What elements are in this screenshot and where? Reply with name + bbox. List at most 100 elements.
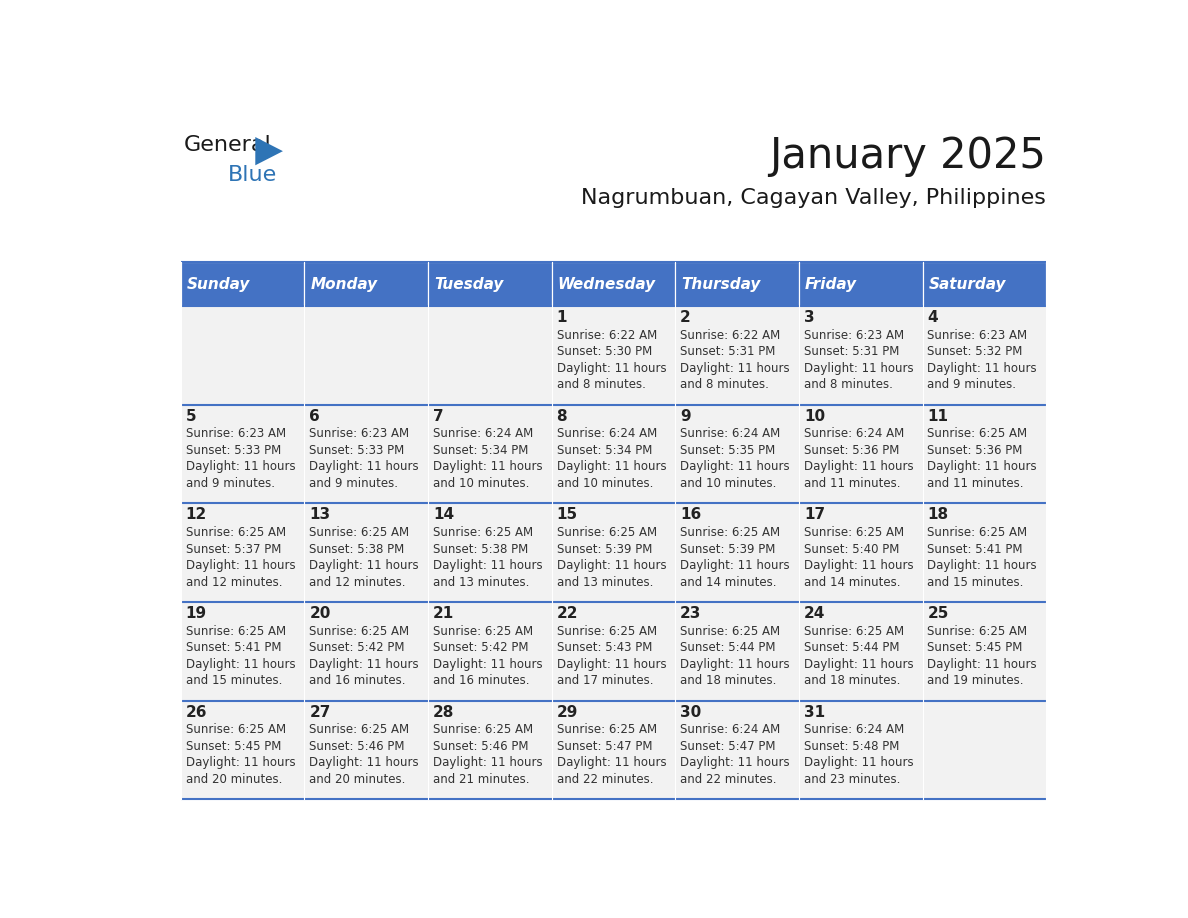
Bar — [304, 263, 428, 306]
Text: 11: 11 — [928, 409, 948, 423]
Bar — [551, 503, 675, 602]
Text: 23: 23 — [681, 606, 702, 621]
Text: Thursday: Thursday — [682, 276, 760, 292]
Text: Sunrise: 6:25 AM
Sunset: 5:37 PM
Daylight: 11 hours
and 12 minutes.: Sunrise: 6:25 AM Sunset: 5:37 PM Dayligh… — [185, 526, 296, 588]
Bar — [304, 602, 428, 700]
Bar — [923, 306, 1047, 405]
Bar — [675, 602, 798, 700]
Text: 27: 27 — [309, 705, 330, 720]
Text: 7: 7 — [432, 409, 443, 423]
Text: Sunrise: 6:25 AM
Sunset: 5:42 PM
Daylight: 11 hours
and 16 minutes.: Sunrise: 6:25 AM Sunset: 5:42 PM Dayligh… — [432, 624, 543, 688]
Text: 29: 29 — [557, 705, 577, 720]
Bar — [181, 306, 304, 405]
Text: 14: 14 — [432, 508, 454, 522]
Text: 16: 16 — [681, 508, 701, 522]
Text: Sunrise: 6:25 AM
Sunset: 5:41 PM
Daylight: 11 hours
and 15 minutes.: Sunrise: 6:25 AM Sunset: 5:41 PM Dayligh… — [185, 624, 296, 688]
Bar — [551, 306, 675, 405]
Bar — [551, 700, 675, 800]
Text: General: General — [183, 135, 271, 155]
Text: Sunrise: 6:24 AM
Sunset: 5:34 PM
Daylight: 11 hours
and 10 minutes.: Sunrise: 6:24 AM Sunset: 5:34 PM Dayligh… — [432, 428, 543, 490]
Text: Sunrise: 6:23 AM
Sunset: 5:33 PM
Daylight: 11 hours
and 9 minutes.: Sunrise: 6:23 AM Sunset: 5:33 PM Dayligh… — [309, 428, 419, 490]
Bar — [428, 306, 551, 405]
Bar — [181, 503, 304, 602]
Bar — [675, 405, 798, 503]
Text: Sunrise: 6:25 AM
Sunset: 5:36 PM
Daylight: 11 hours
and 11 minutes.: Sunrise: 6:25 AM Sunset: 5:36 PM Dayligh… — [928, 428, 1037, 490]
Bar — [551, 263, 675, 306]
Text: Sunrise: 6:25 AM
Sunset: 5:38 PM
Daylight: 11 hours
and 12 minutes.: Sunrise: 6:25 AM Sunset: 5:38 PM Dayligh… — [309, 526, 419, 588]
Text: Sunrise: 6:25 AM
Sunset: 5:42 PM
Daylight: 11 hours
and 16 minutes.: Sunrise: 6:25 AM Sunset: 5:42 PM Dayligh… — [309, 624, 419, 688]
Bar — [428, 503, 551, 602]
Text: Sunrise: 6:25 AM
Sunset: 5:39 PM
Daylight: 11 hours
and 14 minutes.: Sunrise: 6:25 AM Sunset: 5:39 PM Dayligh… — [681, 526, 790, 588]
Text: 24: 24 — [804, 606, 826, 621]
Bar — [428, 405, 551, 503]
Text: 5: 5 — [185, 409, 196, 423]
Text: Saturday: Saturday — [929, 276, 1006, 292]
Bar — [181, 700, 304, 800]
Text: January 2025: January 2025 — [770, 135, 1047, 177]
Text: Sunrise: 6:25 AM
Sunset: 5:38 PM
Daylight: 11 hours
and 13 minutes.: Sunrise: 6:25 AM Sunset: 5:38 PM Dayligh… — [432, 526, 543, 588]
Bar — [675, 263, 798, 306]
Text: Nagrumbuan, Cagayan Valley, Philippines: Nagrumbuan, Cagayan Valley, Philippines — [581, 188, 1047, 207]
Text: 28: 28 — [432, 705, 454, 720]
Bar — [551, 405, 675, 503]
Bar — [923, 263, 1047, 306]
Text: 3: 3 — [804, 310, 815, 325]
Text: Sunrise: 6:25 AM
Sunset: 5:45 PM
Daylight: 11 hours
and 20 minutes.: Sunrise: 6:25 AM Sunset: 5:45 PM Dayligh… — [185, 723, 296, 786]
Text: Sunrise: 6:23 AM
Sunset: 5:32 PM
Daylight: 11 hours
and 9 minutes.: Sunrise: 6:23 AM Sunset: 5:32 PM Dayligh… — [928, 329, 1037, 391]
Bar — [675, 700, 798, 800]
Bar — [675, 503, 798, 602]
Text: Sunrise: 6:25 AM
Sunset: 5:40 PM
Daylight: 11 hours
and 14 minutes.: Sunrise: 6:25 AM Sunset: 5:40 PM Dayligh… — [804, 526, 914, 588]
Text: Monday: Monday — [310, 276, 378, 292]
Bar — [181, 263, 304, 306]
Bar — [428, 602, 551, 700]
Text: 25: 25 — [928, 606, 949, 621]
Text: 12: 12 — [185, 508, 207, 522]
Bar — [798, 602, 923, 700]
Text: Tuesday: Tuesday — [434, 276, 504, 292]
Text: 8: 8 — [557, 409, 567, 423]
Text: Blue: Blue — [228, 164, 277, 185]
Bar — [923, 405, 1047, 503]
Text: 20: 20 — [309, 606, 330, 621]
Text: Sunrise: 6:23 AM
Sunset: 5:33 PM
Daylight: 11 hours
and 9 minutes.: Sunrise: 6:23 AM Sunset: 5:33 PM Dayligh… — [185, 428, 296, 490]
Bar — [428, 700, 551, 800]
Text: 4: 4 — [928, 310, 939, 325]
Text: 17: 17 — [804, 508, 824, 522]
Bar — [798, 503, 923, 602]
Bar — [428, 263, 551, 306]
Text: Sunrise: 6:23 AM
Sunset: 5:31 PM
Daylight: 11 hours
and 8 minutes.: Sunrise: 6:23 AM Sunset: 5:31 PM Dayligh… — [804, 329, 914, 391]
Text: Sunrise: 6:24 AM
Sunset: 5:36 PM
Daylight: 11 hours
and 11 minutes.: Sunrise: 6:24 AM Sunset: 5:36 PM Dayligh… — [804, 428, 914, 490]
Text: Sunrise: 6:25 AM
Sunset: 5:43 PM
Daylight: 11 hours
and 17 minutes.: Sunrise: 6:25 AM Sunset: 5:43 PM Dayligh… — [557, 624, 666, 688]
Text: 22: 22 — [557, 606, 579, 621]
Bar — [551, 602, 675, 700]
Text: 9: 9 — [681, 409, 691, 423]
Text: 21: 21 — [432, 606, 454, 621]
Text: Sunrise: 6:24 AM
Sunset: 5:48 PM
Daylight: 11 hours
and 23 minutes.: Sunrise: 6:24 AM Sunset: 5:48 PM Dayligh… — [804, 723, 914, 786]
Text: Sunrise: 6:25 AM
Sunset: 5:45 PM
Daylight: 11 hours
and 19 minutes.: Sunrise: 6:25 AM Sunset: 5:45 PM Dayligh… — [928, 624, 1037, 688]
Text: Sunrise: 6:24 AM
Sunset: 5:47 PM
Daylight: 11 hours
and 22 minutes.: Sunrise: 6:24 AM Sunset: 5:47 PM Dayligh… — [681, 723, 790, 786]
Bar — [923, 602, 1047, 700]
Text: 2: 2 — [681, 310, 691, 325]
Bar — [923, 700, 1047, 800]
Bar — [798, 700, 923, 800]
Text: 1: 1 — [557, 310, 567, 325]
Text: 15: 15 — [557, 508, 577, 522]
Text: 26: 26 — [185, 705, 207, 720]
Text: Sunrise: 6:25 AM
Sunset: 5:44 PM
Daylight: 11 hours
and 18 minutes.: Sunrise: 6:25 AM Sunset: 5:44 PM Dayligh… — [804, 624, 914, 688]
Bar — [304, 503, 428, 602]
Text: Friday: Friday — [805, 276, 858, 292]
Text: Sunrise: 6:22 AM
Sunset: 5:31 PM
Daylight: 11 hours
and 8 minutes.: Sunrise: 6:22 AM Sunset: 5:31 PM Dayligh… — [681, 329, 790, 391]
Text: 10: 10 — [804, 409, 824, 423]
Bar — [798, 263, 923, 306]
Bar — [798, 405, 923, 503]
Polygon shape — [255, 137, 283, 165]
Text: Sunrise: 6:25 AM
Sunset: 5:47 PM
Daylight: 11 hours
and 22 minutes.: Sunrise: 6:25 AM Sunset: 5:47 PM Dayligh… — [557, 723, 666, 786]
Text: 30: 30 — [681, 705, 701, 720]
Text: Sunrise: 6:22 AM
Sunset: 5:30 PM
Daylight: 11 hours
and 8 minutes.: Sunrise: 6:22 AM Sunset: 5:30 PM Dayligh… — [557, 329, 666, 391]
Text: Sunrise: 6:25 AM
Sunset: 5:41 PM
Daylight: 11 hours
and 15 minutes.: Sunrise: 6:25 AM Sunset: 5:41 PM Dayligh… — [928, 526, 1037, 588]
Text: 19: 19 — [185, 606, 207, 621]
Text: Sunrise: 6:25 AM
Sunset: 5:46 PM
Daylight: 11 hours
and 20 minutes.: Sunrise: 6:25 AM Sunset: 5:46 PM Dayligh… — [309, 723, 419, 786]
Bar — [798, 306, 923, 405]
Bar — [304, 306, 428, 405]
Text: Sunrise: 6:25 AM
Sunset: 5:39 PM
Daylight: 11 hours
and 13 minutes.: Sunrise: 6:25 AM Sunset: 5:39 PM Dayligh… — [557, 526, 666, 588]
